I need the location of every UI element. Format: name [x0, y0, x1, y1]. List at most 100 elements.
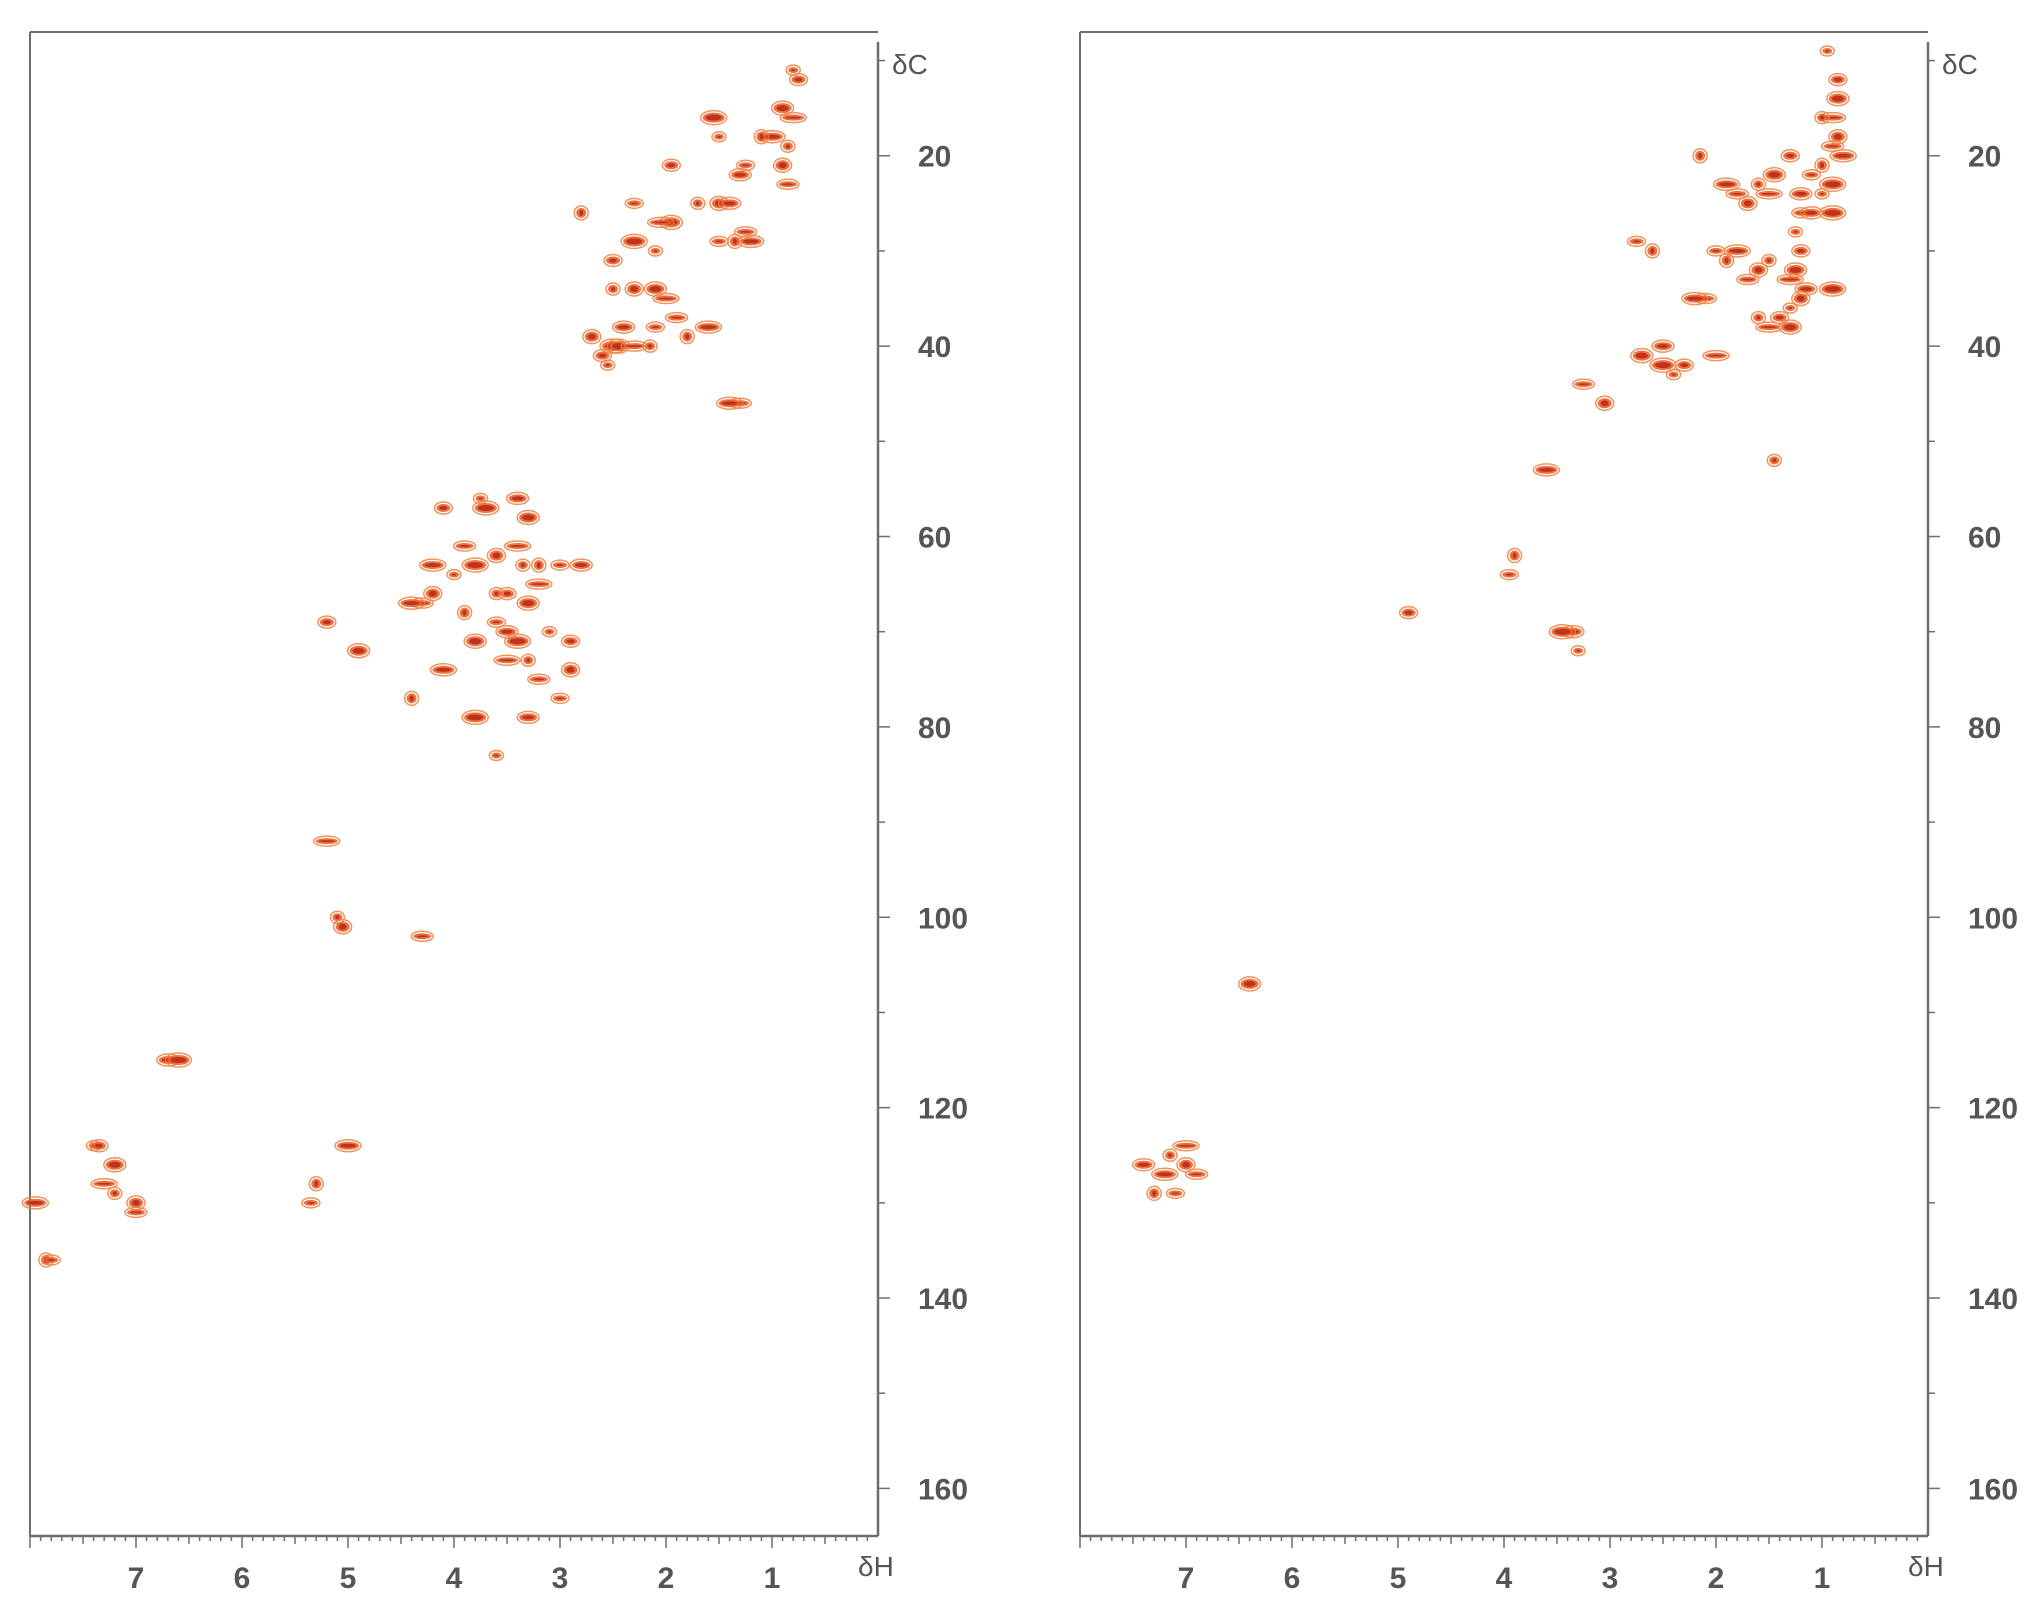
peak-core	[322, 620, 331, 625]
peak-contour-outer	[515, 558, 531, 572]
peak-contour-outer	[1736, 273, 1760, 286]
peak-contour-outer	[1755, 188, 1783, 200]
peak-contour-outer	[1750, 177, 1767, 192]
x-tick-label: 4	[446, 1562, 463, 1595]
peak-core	[409, 695, 414, 702]
peak-core	[532, 678, 545, 681]
peak-contour-outer	[603, 253, 623, 268]
peak-core	[492, 552, 501, 559]
peak-core	[1731, 192, 1744, 195]
peak-core	[338, 923, 347, 930]
peak-core	[700, 325, 717, 330]
peak-core	[667, 163, 676, 168]
peak-contour-outer	[733, 226, 758, 238]
peak-core	[1772, 458, 1777, 463]
peak-core	[566, 666, 575, 673]
peak-core	[715, 240, 723, 243]
peak-core	[112, 1191, 117, 1196]
peak-core	[1724, 257, 1729, 264]
peak-contour-outer	[1692, 147, 1708, 164]
peak-contour-outer	[164, 1052, 193, 1068]
peak-core	[403, 601, 420, 606]
peak-contour-outer	[1814, 157, 1830, 174]
peak-contour-outer	[1780, 148, 1800, 163]
peak-contour-outer	[90, 1178, 118, 1190]
peak-core	[1632, 240, 1641, 243]
peak-contour-outer	[531, 557, 547, 573]
peak-contour-outer	[1594, 395, 1615, 411]
peak-contour-outer	[1681, 291, 1709, 306]
peak-contour-outer	[592, 348, 613, 363]
peak-contour-outer	[486, 547, 507, 564]
peak-core	[1786, 153, 1795, 158]
peak-contour-outer	[527, 673, 551, 686]
peak-contour-outer	[1819, 45, 1836, 57]
peak-core	[1788, 307, 1793, 310]
peak-contour-outer	[456, 604, 473, 621]
y-tick-label: 100	[1968, 902, 2018, 935]
peak-contour-outer	[550, 692, 570, 705]
x-tick-label: 2	[658, 1562, 675, 1595]
peak-contour-outer	[1398, 605, 1419, 620]
peak-contour-outer	[486, 616, 507, 628]
peak-contour-outer	[1755, 321, 1783, 333]
peak-contour-outer	[103, 1157, 127, 1173]
peak-core	[499, 659, 515, 662]
peak-contour-outer	[1761, 253, 1777, 268]
y-tick-label: 40	[918, 331, 951, 364]
peak-contour-outer	[1706, 245, 1726, 257]
peak-contour-outer	[1630, 347, 1654, 364]
peak-contour-outer	[1818, 281, 1847, 297]
peak-contour-outer	[661, 158, 682, 173]
peak-contour-outer	[461, 557, 489, 573]
peak-core	[477, 504, 494, 511]
peak-core	[1768, 171, 1781, 178]
peak-core	[734, 172, 747, 177]
peak-core	[467, 562, 484, 569]
peak-core	[1756, 315, 1761, 320]
peak-contour-outer	[329, 910, 346, 925]
peak-core	[630, 202, 639, 205]
peak-core	[509, 545, 526, 548]
peak-core	[605, 364, 610, 367]
peak-core	[494, 754, 499, 757]
peak-core	[598, 353, 607, 358]
peak-core	[723, 201, 736, 206]
peak-core	[1657, 344, 1669, 349]
peak-core	[1756, 182, 1761, 187]
peak-core	[1600, 400, 1609, 407]
peak-core	[717, 135, 721, 138]
peak-contour-outer	[652, 292, 680, 305]
peak-contour-outer	[1532, 463, 1561, 477]
peak-contour-outer	[1776, 273, 1804, 286]
peak-core	[778, 162, 787, 169]
x-tick-label: 4	[1496, 1562, 1513, 1595]
peak-core	[522, 715, 535, 720]
peak-core	[1793, 230, 1798, 233]
y-tick-label: 80	[918, 712, 951, 745]
peak-contour-outer	[446, 568, 462, 581]
right-hsqc-panel: 7 6 5 4 3 2 1 δH 20 40 60 80 100 120 140 160 δC	[1079, 31, 2018, 1595]
peak-contour-outer	[308, 1176, 324, 1192]
peak-core	[452, 573, 456, 576]
peak-core	[556, 697, 564, 700]
x-tick-label: 3	[552, 1562, 569, 1595]
peak-core	[611, 287, 615, 292]
peak-core	[1718, 182, 1735, 187]
peak-contour-outer	[1712, 177, 1741, 192]
peak-contour-outer	[1814, 110, 1830, 125]
peak-contour-outer	[1570, 644, 1586, 657]
y-tick-label: 60	[1968, 522, 2001, 555]
peak-core	[458, 545, 471, 548]
y-tick-label: 120	[1968, 1093, 2018, 1126]
peak-contour-outer	[1651, 339, 1675, 353]
peak-core	[340, 1143, 356, 1148]
peak-core	[1789, 266, 1802, 273]
peak-contour-outer	[690, 196, 706, 211]
peak-contour-outer	[1794, 282, 1818, 296]
peak-contour-outer	[1702, 349, 1730, 362]
peak-contour-outer	[1791, 290, 1811, 307]
peak-contour-outer	[1499, 568, 1520, 581]
peak-contour-outer	[493, 654, 521, 667]
